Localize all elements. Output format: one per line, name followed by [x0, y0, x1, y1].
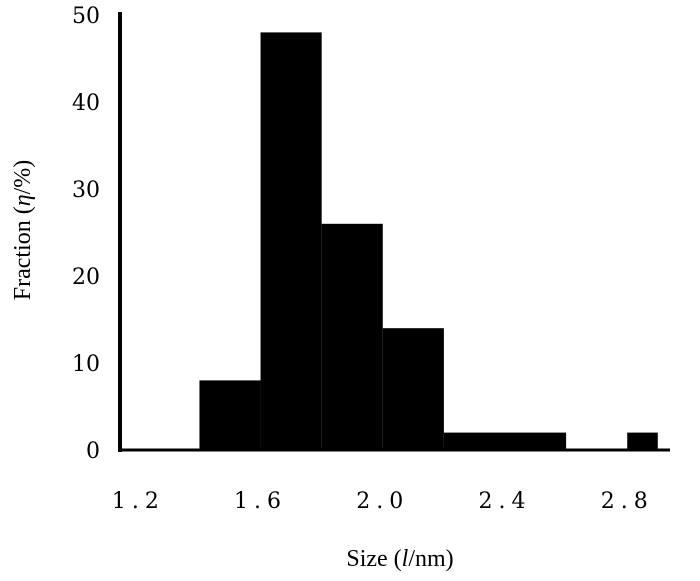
- x-axis-label: Size (l/nm): [346, 546, 453, 572]
- histogram-bar-0: [199, 380, 261, 450]
- x-tick-label: 2.4: [479, 489, 532, 514]
- histogram-bar-3: [382, 328, 444, 450]
- y-tick-label: 30: [72, 178, 100, 203]
- y-tick-label: 20: [72, 265, 100, 290]
- x-tick-label: 1.2: [112, 489, 165, 514]
- y-axis-label: Fraction (η/%): [10, 160, 36, 301]
- y-tick-label: 50: [72, 4, 100, 29]
- x-tick-label: 2.8: [601, 489, 654, 514]
- tick-labels-group: 0 10 20 30 40 50 1.2 1.6 2.0 2.4 2.8: [72, 4, 654, 514]
- y-tick-label: 40: [72, 91, 100, 116]
- histogram-bar-1: [260, 32, 322, 451]
- histogram-bar-5: [505, 432, 567, 450]
- histogram-bar-2: [321, 223, 383, 450]
- axes-group: [118, 12, 670, 452]
- x-tick-label: 2.0: [356, 489, 409, 514]
- histogram-bar-4: [443, 432, 505, 450]
- x-tick-label: 1.6: [234, 489, 287, 514]
- bars-group: [199, 32, 658, 451]
- histogram-bar-7: [627, 432, 658, 450]
- y-tick-label: 10: [72, 352, 100, 377]
- y-tick-label: 0: [86, 439, 100, 464]
